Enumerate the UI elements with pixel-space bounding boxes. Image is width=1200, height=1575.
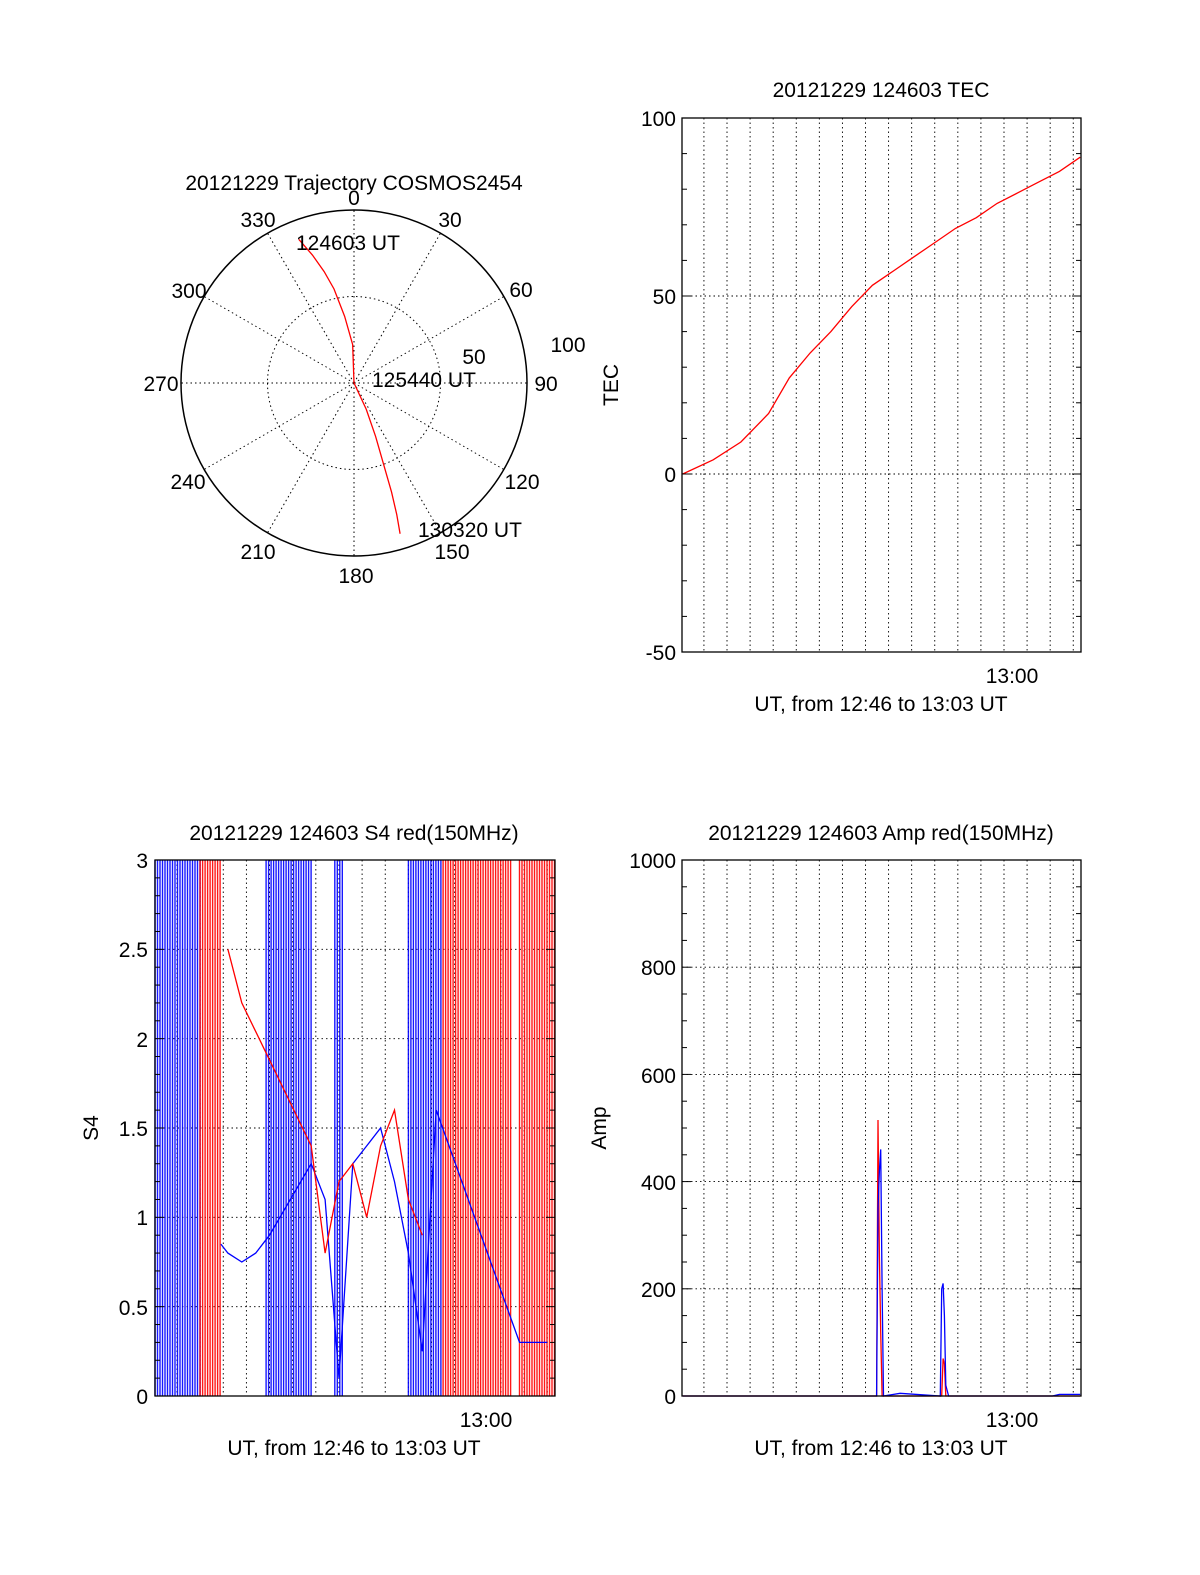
s4-ytick-label: 1.5 [119,1118,148,1141]
tec-ytick-label: 50 [653,286,676,309]
s4-ytick-label: 3 [136,850,148,873]
s4-yticks [155,859,555,1397]
tec-xlabel: UT, from 12:46 to 13:03 UT [754,693,1007,716]
polar-azimuth-label: 240 [170,471,205,494]
amp-yticks [682,859,1081,1397]
tec-yticks [682,117,1081,653]
s4-ytick-label: 0.5 [119,1297,148,1320]
s4-xlabel: UT, from 12:46 to 13:03 UT [227,1437,480,1460]
polar-spoke [203,296,355,384]
polar-azimuth-label: 180 [338,565,373,588]
polar-annotation-end: 130320 UT [418,519,522,542]
tec-ytick-label: 100 [641,108,676,131]
tec-ytick-label: 0 [664,464,676,487]
amp-ytick-label: 800 [641,957,676,980]
amp-ytick-label: 400 [641,1172,676,1195]
series-line-0 [220,1109,548,1379]
polar-spoke [203,382,355,470]
polar-spoke [267,232,355,384]
s4-ytick-label: 2 [136,1029,148,1052]
polar-azimuth-label: 30 [438,209,461,232]
tec-series [682,156,1081,475]
polar-annotation-mid: 125440 UT [372,369,476,392]
amp-ytick-label: 600 [641,1065,676,1088]
polar-grid [180,209,528,557]
tec-frame [681,117,1082,653]
amp-xtick-label: 13:00 [986,1409,1039,1432]
polar-trajectory [298,239,401,534]
amp-frame [681,859,1082,1397]
amp-panel: 20121229 124603 Amp red(150MHz) 1000 800… [588,822,1082,1460]
tec-title: 20121229 124603 TEC [773,79,990,102]
tec-ytick-label: -50 [646,642,676,665]
s4-xtick-label: 13:00 [460,1409,513,1432]
tec-xtick-label: 13:00 [986,665,1039,688]
polar-trajectory-line [298,239,401,534]
polar-azimuth-label: 270 [143,373,178,396]
amp-ytick-label: 0 [664,1386,676,1409]
polar-azimuth-label: 120 [504,471,539,494]
s4-dense-bands [154,860,556,1396]
polar-spoke [353,296,505,384]
s4-title: 20121229 124603 S4 red(150MHz) [189,822,518,845]
s4-panel: 20121229 124603 S4 red(150MHz) 3 2.5 2 1… [80,822,556,1460]
tec-ylabel: TEC [600,364,623,406]
polar-radial-label-100: 100 [550,334,585,357]
s4-ytick-labels: 3 2.5 2 1.5 1 0.5 0 [119,850,148,1409]
s4-ytick-label: 2.5 [119,939,148,962]
polar-radial-label-50: 50 [462,346,485,369]
amp-grid [682,860,1081,1396]
amp-title: 20121229 124603 Amp red(150MHz) [708,822,1054,845]
polar-title: 20121229 Trajectory COSMOS2454 [185,172,523,195]
polar-azimuth-label: 60 [509,279,532,302]
polar-spoke [353,382,441,534]
polar-spoke [353,232,441,384]
s4-ylabel: S4 [80,1115,103,1141]
amp-ytick-label: 1000 [629,850,676,873]
polar-spoke [353,382,505,470]
amp-series [682,1119,1081,1397]
polar-azimuth-label: 90 [534,373,557,396]
s4-ytick-label: 0 [136,1386,148,1409]
amp-xlabel: UT, from 12:46 to 13:03 UT [754,1437,1007,1460]
amp-ylabel: Amp [588,1106,611,1149]
polar-azimuth-label: 150 [434,541,469,564]
series-line-1 [227,949,423,1254]
amp-ytick-labels: 1000 800 600 400 200 0 [629,850,676,1409]
polar-panel: 20121229 Trajectory COSMOS2454 0 30 60 90 12… [143,172,585,588]
polar-outer-circle [180,209,528,557]
polar-spoke [267,382,355,534]
polar-azimuth-label: 0 [348,187,360,210]
polar-annotation-start: 124603 UT [296,232,400,255]
amp-ytick-label: 200 [641,1279,676,1302]
tec-ytick-labels: 100 50 0 -50 [641,108,676,665]
polar-azimuth-labels: 0 30 60 90 120 150 180 210 240 270 300 330 [143,187,557,588]
polar-azimuth-label: 330 [240,209,275,232]
s4-series [220,949,548,1379]
s4-ytick-label: 1 [136,1207,148,1230]
tec-grid [682,118,1081,652]
polar-azimuth-label: 210 [240,541,275,564]
series-line-0 [682,156,1081,475]
polar-azimuth-label: 300 [171,280,206,303]
tec-panel: 20121229 124603 TEC 100 50 0 -50 13:00 U… [600,79,1082,716]
